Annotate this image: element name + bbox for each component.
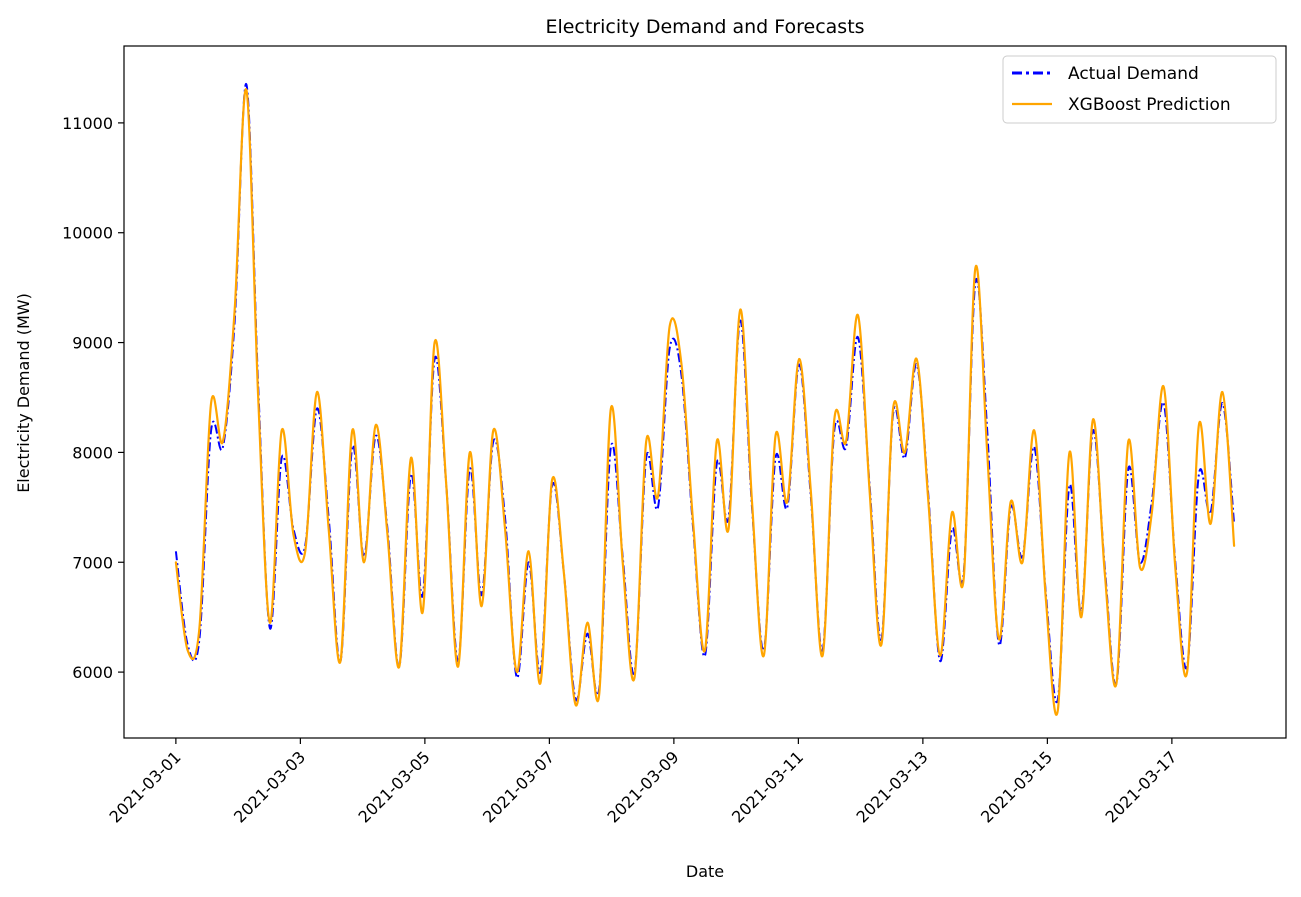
legend-label-prediction: XGBoost Prediction bbox=[1068, 95, 1231, 115]
y-tick-label-8000: 8000 bbox=[72, 443, 113, 462]
series-line-xgboost-prediction bbox=[174, 88, 1236, 716]
chart-title: Electricity Demand and Forecasts bbox=[545, 16, 864, 38]
y-tick-label-7000: 7000 bbox=[72, 553, 113, 572]
legend: Actual Demand XGBoost Prediction bbox=[1002, 55, 1277, 124]
x-tick-label-2021-03-15: 2021-03-15 bbox=[977, 747, 1056, 826]
legend-label-actual: Actual Demand bbox=[1068, 64, 1199, 84]
x-tick-label-2021-03-01: 2021-03-01 bbox=[106, 747, 185, 826]
y-tick-label-9000: 9000 bbox=[72, 334, 113, 353]
y-axis-title: Electricity Demand (MW) bbox=[14, 293, 33, 493]
x-tick-label-2021-03-17: 2021-03-17 bbox=[1102, 747, 1181, 826]
x-tick-label-2021-03-11: 2021-03-11 bbox=[728, 747, 807, 826]
y-tick-label-11000: 11000 bbox=[62, 114, 113, 133]
y-tick-label-10000: 10000 bbox=[62, 224, 113, 243]
x-tick-label-2021-03-09: 2021-03-09 bbox=[604, 747, 683, 826]
x-axis-title: Date bbox=[686, 862, 724, 881]
y-tick-label-6000: 6000 bbox=[72, 663, 113, 682]
x-tick-label-2021-03-07: 2021-03-07 bbox=[479, 747, 558, 826]
plot-area bbox=[174, 83, 1236, 716]
x-tick-label-2021-03-05: 2021-03-05 bbox=[355, 747, 434, 826]
plot-frame bbox=[123, 45, 1287, 739]
x-tick-label-2021-03-03: 2021-03-03 bbox=[230, 747, 309, 826]
legend-frame bbox=[1002, 55, 1277, 124]
x-tick-label-2021-03-13: 2021-03-13 bbox=[853, 747, 932, 826]
axes: 6000 7000 8000 9000 10000 11000 2021-03-01 2021… bbox=[62, 45, 1287, 827]
